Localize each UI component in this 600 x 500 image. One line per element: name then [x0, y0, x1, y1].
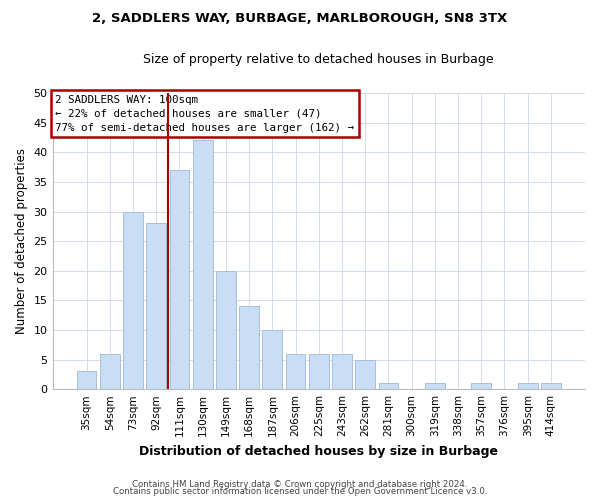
- X-axis label: Distribution of detached houses by size in Burbage: Distribution of detached houses by size …: [139, 444, 498, 458]
- Bar: [355, 360, 375, 389]
- Bar: [518, 384, 538, 389]
- Bar: [216, 270, 236, 389]
- Text: Contains public sector information licensed under the Open Government Licence v3: Contains public sector information licen…: [113, 487, 487, 496]
- Bar: [146, 224, 166, 389]
- Title: Size of property relative to detached houses in Burbage: Size of property relative to detached ho…: [143, 52, 494, 66]
- Bar: [379, 384, 398, 389]
- Bar: [309, 354, 329, 389]
- Bar: [170, 170, 190, 389]
- Bar: [286, 354, 305, 389]
- Text: 2 SADDLERS WAY: 100sqm
← 22% of detached houses are smaller (47)
77% of semi-det: 2 SADDLERS WAY: 100sqm ← 22% of detached…: [55, 94, 354, 132]
- Text: 2, SADDLERS WAY, BURBAGE, MARLBOROUGH, SN8 3TX: 2, SADDLERS WAY, BURBAGE, MARLBOROUGH, S…: [92, 12, 508, 26]
- Bar: [100, 354, 119, 389]
- Bar: [332, 354, 352, 389]
- Bar: [123, 212, 143, 389]
- Bar: [193, 140, 212, 389]
- Text: Contains HM Land Registry data © Crown copyright and database right 2024.: Contains HM Land Registry data © Crown c…: [132, 480, 468, 489]
- Bar: [425, 384, 445, 389]
- Bar: [262, 330, 282, 389]
- Bar: [472, 384, 491, 389]
- Bar: [77, 372, 97, 389]
- Bar: [541, 384, 561, 389]
- Bar: [239, 306, 259, 389]
- Y-axis label: Number of detached properties: Number of detached properties: [15, 148, 28, 334]
